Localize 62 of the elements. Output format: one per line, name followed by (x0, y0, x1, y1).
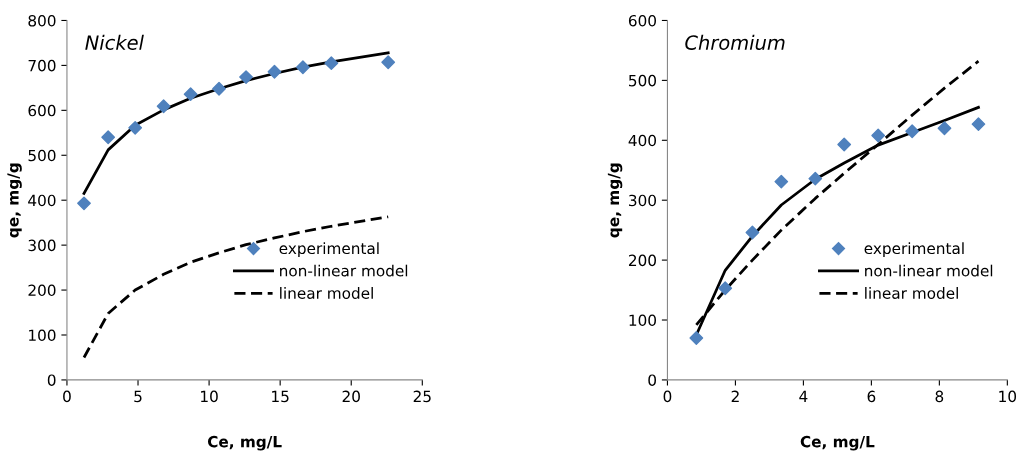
y-tick-label: 500 (28, 149, 56, 162)
x-tick-label: 10 (999, 390, 1017, 403)
x-tick-label: 6 (867, 390, 876, 403)
x-tick-label: 10 (201, 390, 218, 403)
point (774, 174, 789, 189)
y-axis-title: qe, mg/g (607, 163, 623, 238)
y-tick-label: 600 (28, 104, 56, 117)
legend-label: linear model (280, 287, 373, 299)
point (971, 117, 986, 132)
y-tick-label: 800 (28, 14, 56, 27)
point (905, 124, 920, 139)
point (267, 64, 282, 79)
x-axis-title: Ce, mg/L (207, 435, 282, 451)
y-tick-label: 200 (28, 284, 56, 297)
x-tick-label: 20 (342, 390, 360, 403)
legend-label: non-linear model (280, 264, 408, 277)
point (183, 87, 198, 102)
legend-label: non-linear model (865, 264, 993, 277)
point (101, 130, 116, 145)
y-tick-label: 0 (648, 374, 657, 386)
point (745, 225, 760, 240)
text: Nickel (85, 34, 144, 50)
y-tick-label: 500 (629, 74, 657, 87)
y-axis-title: qe, mg/g (7, 163, 22, 238)
x-tick-label: 8 (935, 390, 944, 403)
legend-label: experimental (864, 242, 964, 258)
point (295, 60, 310, 75)
point (77, 196, 91, 211)
point (128, 120, 143, 135)
y-tick-label: 300 (28, 239, 56, 252)
x-tick-label: 15 (272, 390, 289, 403)
point (808, 171, 823, 186)
point (212, 81, 226, 96)
point (239, 70, 253, 84)
x-tick-label: 25 (413, 390, 431, 403)
point (381, 55, 396, 70)
y-tick-label: 100 (629, 314, 657, 327)
point (156, 99, 171, 114)
point (324, 56, 339, 71)
x-tick-label: 4 (799, 390, 808, 402)
y-tick-label: 100 (29, 329, 56, 342)
point (937, 121, 952, 136)
x-axis-title: Ce, mg/L (800, 435, 875, 451)
point (871, 128, 886, 143)
legend-label: linear model (865, 287, 958, 299)
point (837, 137, 852, 152)
x-tick-label: 0 (63, 390, 71, 403)
point (689, 331, 704, 345)
y-tick-label: 400 (28, 194, 56, 207)
y-tick-label: 700 (28, 59, 56, 72)
x-tick-label: 0 (663, 390, 672, 403)
point (718, 281, 733, 296)
y-tick-label: 0 (47, 374, 56, 386)
y-tick-label: 400 (628, 134, 657, 147)
text: Chromium (685, 34, 785, 50)
line-series (82, 51, 390, 195)
y-tick-label: 600 (628, 14, 657, 27)
x-tick-label: 5 (134, 390, 142, 403)
y-tick-label: 200 (628, 254, 657, 267)
x-tick-label: 2 (731, 390, 739, 402)
y-tick-label: 300 (629, 194, 657, 207)
legend-label: experimental (279, 242, 379, 258)
